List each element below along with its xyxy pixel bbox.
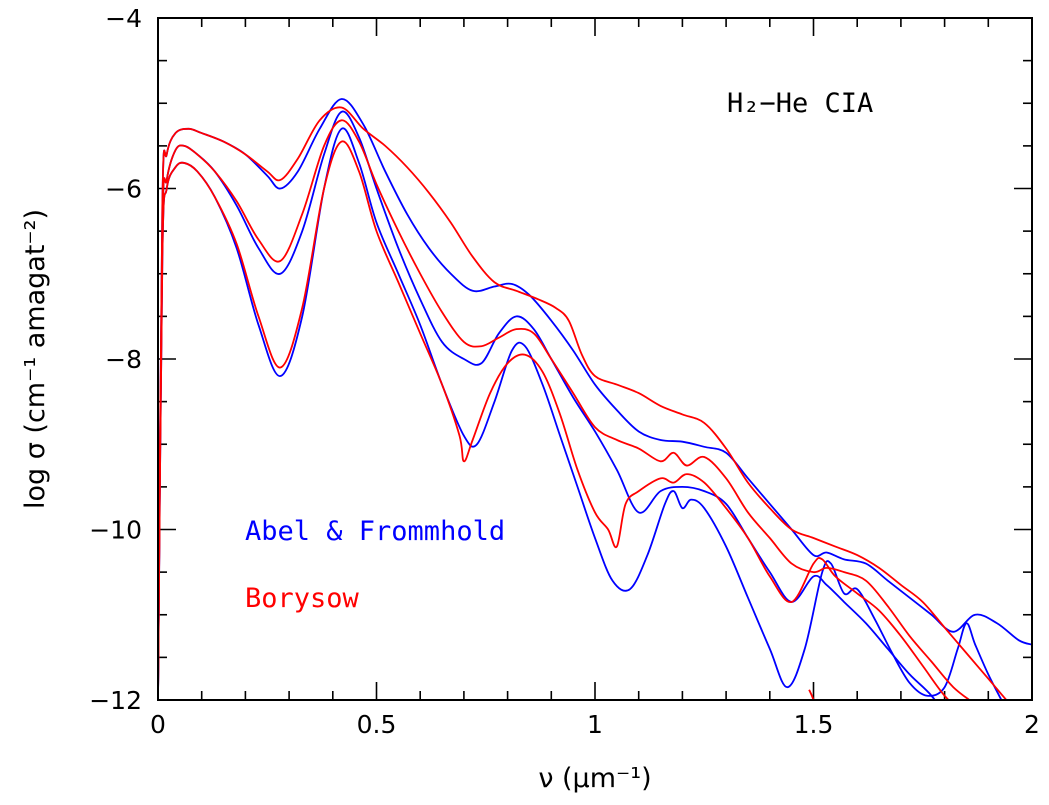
borysow-curve <box>808 689 815 700</box>
legend-abel-frommhold: Abel & Frommhold <box>245 516 505 547</box>
x-tick-label: 0 <box>150 710 166 739</box>
borysow-curve <box>158 106 1008 700</box>
x-tick-label: 2 <box>1024 710 1040 739</box>
y-tick-label: −4 <box>105 4 142 33</box>
borysow-curve <box>158 140 950 700</box>
x-axis-label: ν (μm⁻¹) <box>538 763 651 794</box>
x-tick-label: 0.5 <box>357 710 397 739</box>
plot-frame <box>157 17 1033 701</box>
borysow-curve <box>158 119 971 700</box>
y-tick-label: −6 <box>105 175 142 204</box>
series-curves <box>158 98 1032 700</box>
legend-borysow: Borysow <box>245 583 360 614</box>
axis-tick-labels: 0 0.5 1 1.5 2 −12 −10 −8 −6 −4 <box>89 4 1040 739</box>
abel-frommhold-curve <box>158 110 937 700</box>
abel-frommhold-curve <box>158 127 1003 700</box>
chart-annotation-title: H₂−He CIA <box>727 88 873 119</box>
y-tick-label: −8 <box>105 345 142 374</box>
x-tick-label: 1 <box>587 710 603 739</box>
y-axis-label: log σ (cm⁻¹ amagat⁻²) <box>20 209 51 509</box>
y-tick-label: −10 <box>89 516 142 545</box>
x-tick-label: 1.5 <box>794 710 834 739</box>
y-tick-label: −12 <box>89 686 142 715</box>
